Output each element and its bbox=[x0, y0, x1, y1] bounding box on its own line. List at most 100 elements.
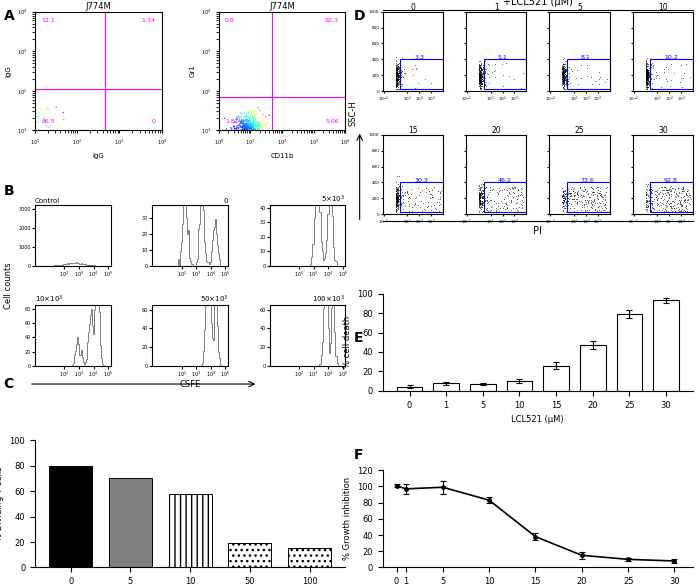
Point bbox=[391, 199, 402, 209]
Point bbox=[244, 138, 255, 147]
Point bbox=[391, 67, 402, 77]
Point bbox=[428, 183, 440, 192]
Point bbox=[239, 120, 250, 129]
Point bbox=[556, 67, 568, 76]
Point bbox=[234, 127, 246, 136]
Point bbox=[390, 63, 401, 73]
Point bbox=[7, 137, 18, 147]
Point bbox=[641, 198, 652, 207]
Point bbox=[562, 194, 573, 203]
Point bbox=[10, 149, 21, 158]
Text: Cell counts: Cell counts bbox=[4, 262, 13, 309]
Point bbox=[0, 139, 9, 149]
Point bbox=[247, 138, 258, 147]
Point bbox=[596, 193, 607, 202]
Point bbox=[234, 120, 245, 129]
Point bbox=[640, 80, 652, 89]
Point bbox=[391, 74, 402, 83]
Point bbox=[595, 201, 606, 211]
Point bbox=[585, 197, 596, 207]
Point bbox=[559, 73, 570, 82]
Point bbox=[557, 69, 568, 78]
Point bbox=[19, 145, 30, 154]
Point bbox=[256, 136, 267, 146]
Point bbox=[562, 73, 573, 82]
Point bbox=[390, 63, 401, 73]
Point bbox=[473, 196, 484, 205]
Point bbox=[393, 66, 405, 75]
Point bbox=[476, 199, 487, 209]
Point bbox=[566, 183, 578, 192]
Point bbox=[19, 145, 30, 154]
Point bbox=[475, 199, 486, 208]
Point bbox=[392, 189, 403, 198]
Point bbox=[391, 80, 402, 89]
Point bbox=[671, 188, 682, 198]
Point bbox=[256, 121, 267, 130]
Point bbox=[237, 109, 248, 119]
Point bbox=[474, 197, 485, 207]
Point bbox=[252, 119, 263, 128]
Point bbox=[557, 75, 568, 84]
Point bbox=[586, 202, 597, 211]
Point bbox=[648, 203, 659, 212]
Point bbox=[475, 77, 486, 86]
Point bbox=[390, 76, 401, 85]
Point bbox=[243, 119, 254, 128]
Point bbox=[473, 61, 484, 70]
Point bbox=[0, 138, 11, 147]
Point bbox=[26, 136, 37, 146]
Point bbox=[642, 74, 653, 83]
Point bbox=[476, 188, 487, 198]
Point bbox=[392, 201, 403, 211]
Point bbox=[643, 70, 654, 79]
Point bbox=[642, 67, 653, 77]
Point bbox=[678, 73, 689, 82]
Point bbox=[38, 113, 50, 122]
Point bbox=[559, 194, 570, 203]
Point bbox=[640, 71, 652, 81]
Point bbox=[557, 72, 568, 81]
Point bbox=[253, 137, 265, 146]
Point bbox=[244, 119, 256, 128]
Point bbox=[396, 79, 407, 88]
Point bbox=[662, 197, 673, 206]
Point bbox=[12, 143, 23, 153]
Point bbox=[15, 149, 27, 158]
Point bbox=[391, 199, 402, 209]
Point bbox=[244, 126, 256, 135]
Point bbox=[0, 138, 8, 147]
Point bbox=[434, 195, 445, 204]
Point bbox=[488, 196, 499, 205]
Point bbox=[246, 135, 258, 144]
Text: SSC-H: SSC-H bbox=[349, 100, 358, 126]
Point bbox=[646, 199, 657, 208]
Point bbox=[589, 200, 600, 209]
Point bbox=[475, 61, 486, 71]
Point bbox=[561, 56, 572, 66]
Point bbox=[557, 70, 568, 79]
Point bbox=[237, 119, 248, 128]
Point bbox=[660, 205, 671, 215]
Point bbox=[641, 180, 652, 189]
Point bbox=[253, 121, 264, 130]
Point bbox=[242, 122, 253, 131]
Point bbox=[238, 128, 249, 137]
Point bbox=[645, 186, 657, 195]
Point bbox=[476, 190, 487, 199]
Point bbox=[484, 182, 496, 191]
Point bbox=[255, 130, 266, 139]
Point bbox=[13, 157, 24, 166]
Point bbox=[392, 202, 403, 212]
Point bbox=[247, 126, 258, 136]
Point bbox=[556, 66, 568, 75]
Point bbox=[511, 205, 522, 215]
Point bbox=[391, 191, 402, 201]
Point bbox=[253, 130, 264, 140]
Point bbox=[391, 185, 402, 194]
Point bbox=[648, 195, 659, 204]
Point bbox=[477, 70, 489, 79]
Point bbox=[248, 136, 260, 145]
Point bbox=[474, 70, 485, 80]
Point bbox=[15, 152, 27, 161]
